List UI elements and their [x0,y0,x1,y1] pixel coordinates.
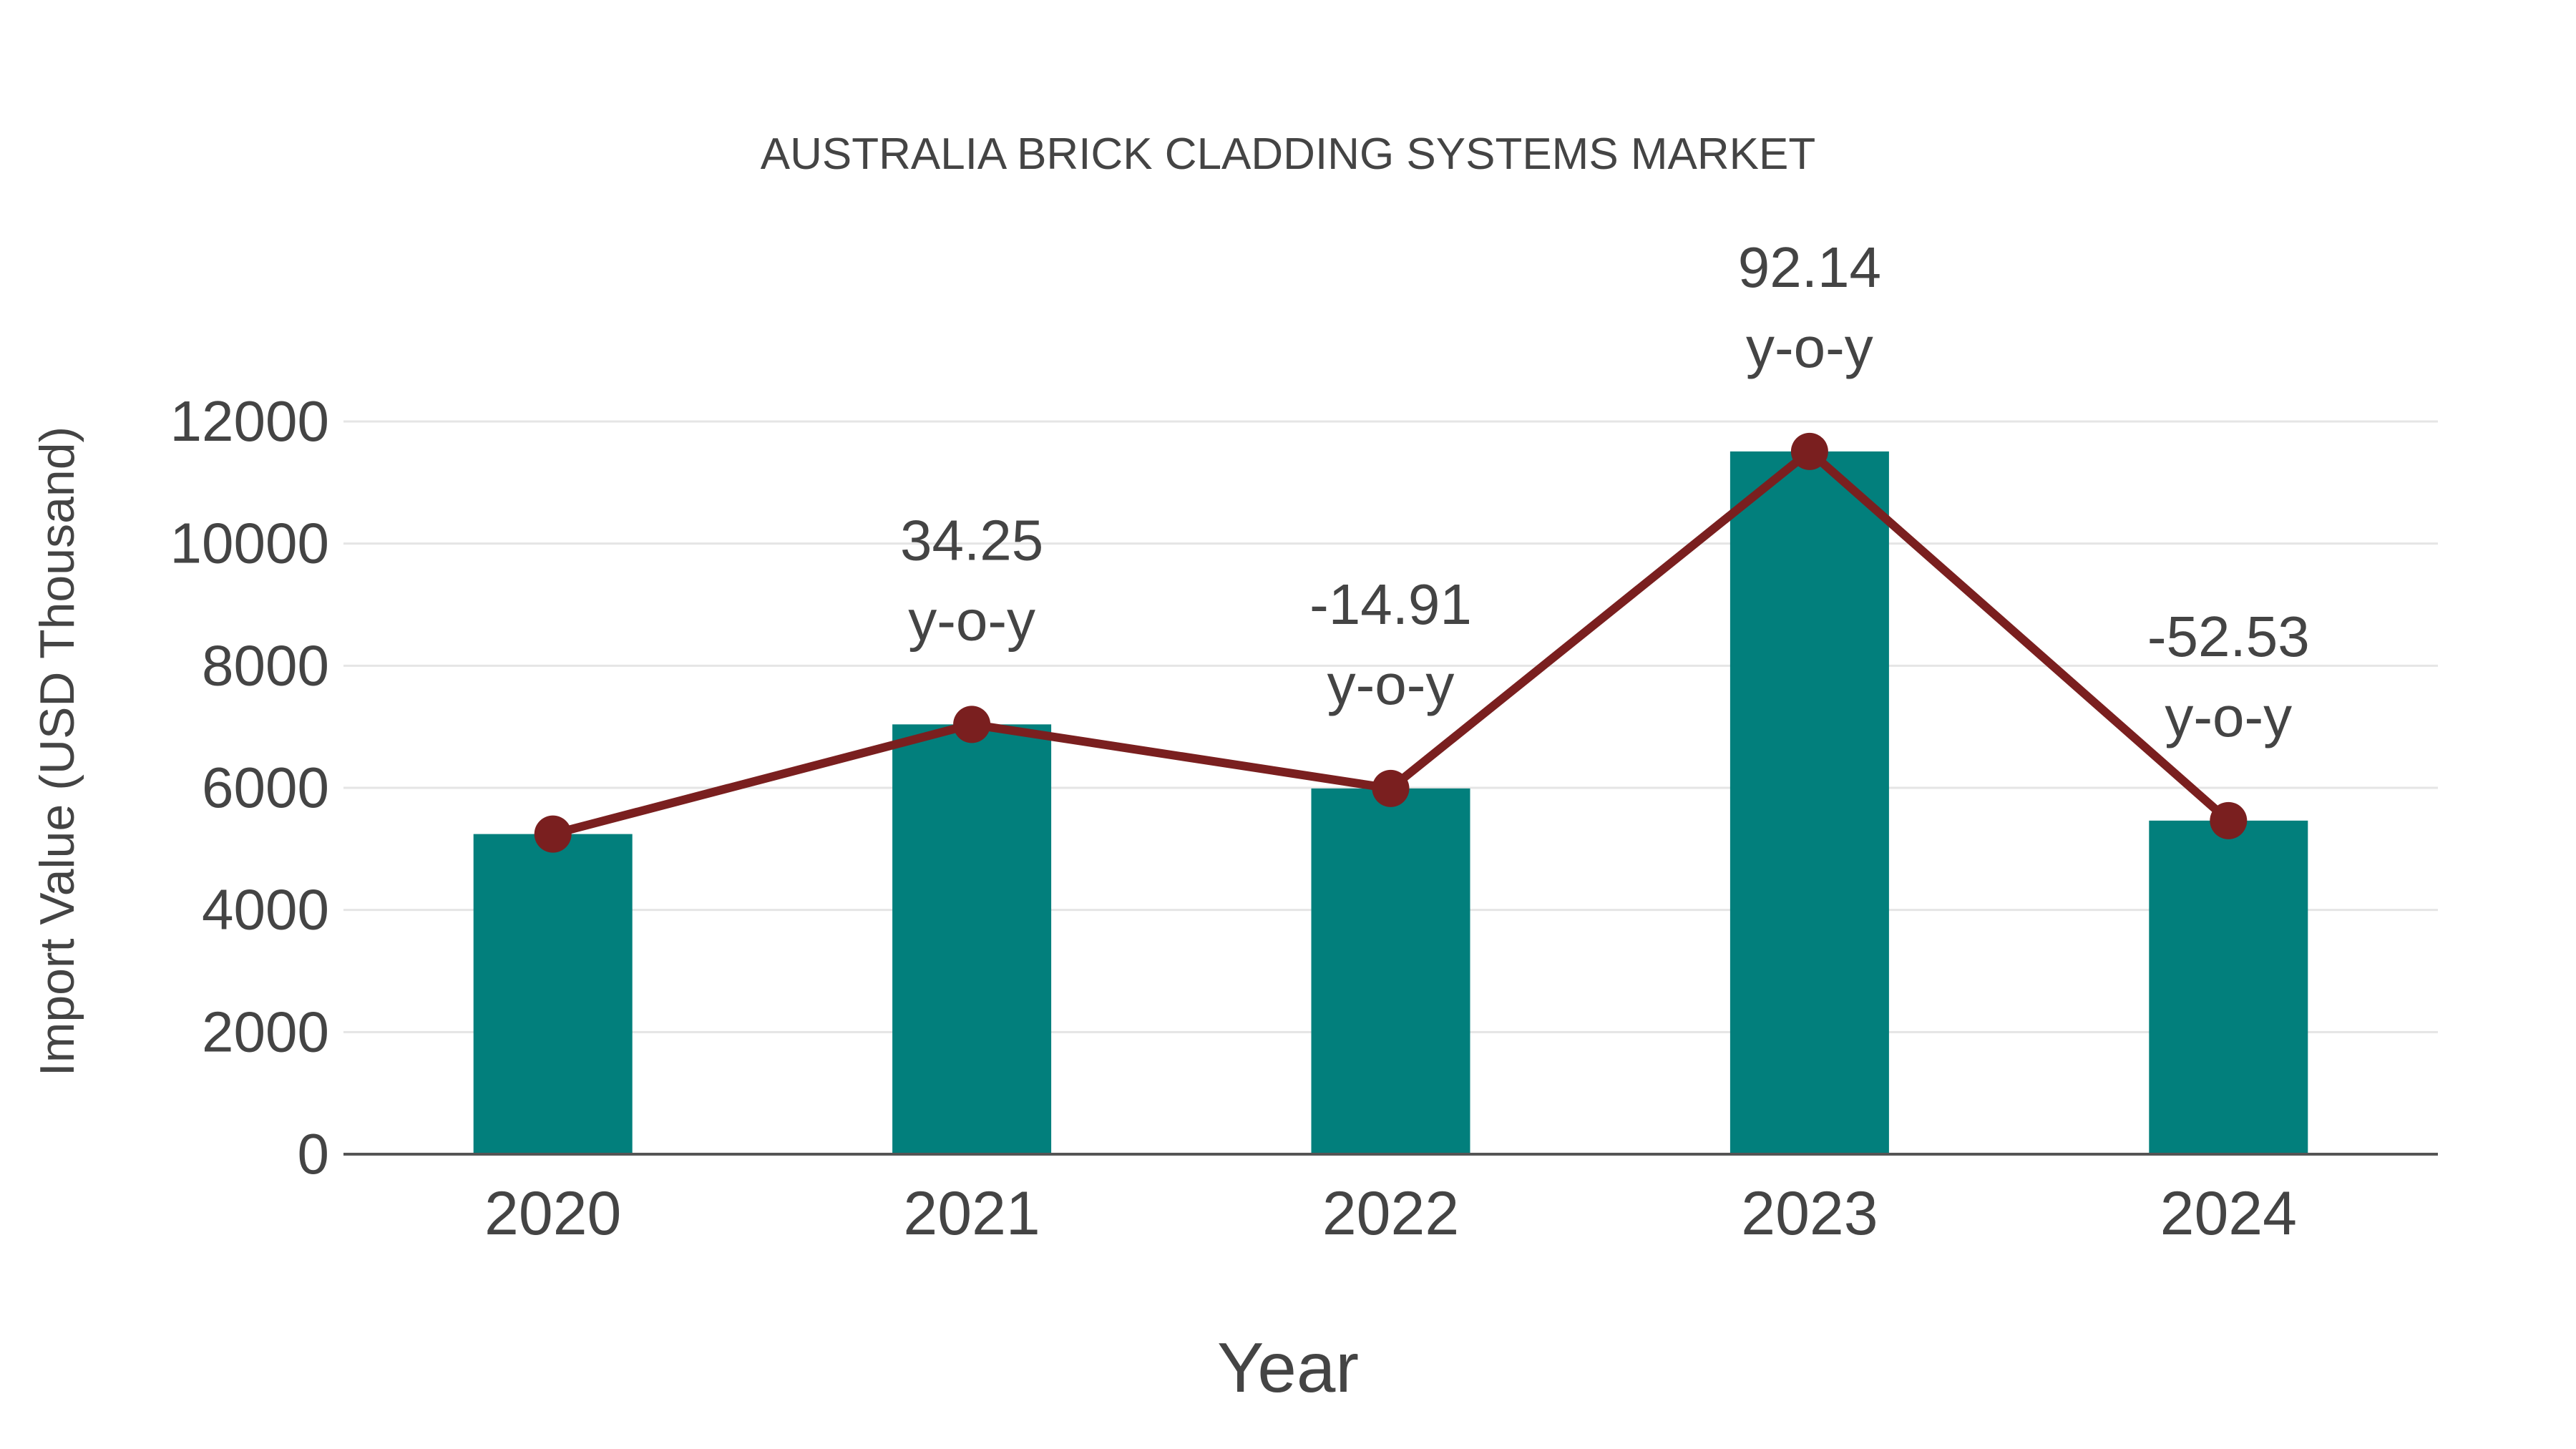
yoy-suffix: y-o-y [1327,653,1455,716]
chart-title: AUSTRALIA BRICK CLADDING SYSTEMS MARKET [760,130,1816,179]
y-tick-label: 6000 [202,756,329,819]
line-series [534,432,2248,853]
bar-2024 [2149,820,2308,1154]
yoy-annotation-2023: 92.14 y-o-y [1738,235,1881,379]
line-marker-2020 [534,815,572,853]
yoy-annotations: 34.25 y-o-y -14.91 y-o-y 92.14 y-o-y -52.53 y-o… [900,235,2310,748]
bar-2021 [892,724,1052,1154]
yoy-annotation-2024: -52.53 y-o-y [2147,605,2310,748]
bar-2022 [1311,788,1470,1154]
line-marker-2023 [1790,432,1828,470]
x-tick-label: 2022 [1322,1179,1459,1248]
x-tick-label: 2020 [484,1179,621,1248]
y-tick-label: 2000 [202,1000,329,1063]
yoy-value: 34.25 [900,508,1043,572]
yoy-suffix: y-o-y [2165,685,2292,748]
x-tick-label: 2024 [2160,1179,2297,1248]
y-tick-label: 10000 [170,512,329,575]
yoy-value: 92.14 [1738,235,1881,299]
y-tick-label: 12000 [170,389,329,453]
bar-2020 [473,834,633,1154]
bar-series [473,451,2308,1154]
y-axis-ticks: 0 2000 4000 6000 8000 10000 12000 [170,389,329,1186]
yoy-annotation-2021: 34.25 y-o-y [900,508,1043,652]
y-tick-label: 4000 [202,878,329,942]
yoy-suffix: y-o-y [908,588,1035,652]
x-axis-ticks: 2020 2021 2022 2023 2024 [484,1179,2297,1248]
bar-2023 [1729,451,1889,1154]
line-marker-2024 [2210,801,2248,839]
yoy-suffix: y-o-y [1746,316,1873,379]
y-tick-label: 0 [298,1122,330,1186]
x-axis-label: Year [1216,1328,1359,1407]
yoy-value: -14.91 [1309,572,1472,636]
x-tick-label: 2023 [1741,1179,1878,1248]
line-marker-2022 [1372,769,1410,807]
line-marker-2021 [953,706,991,743]
y-axis-label: Import Value (USD Thousand) [30,426,84,1077]
x-tick-label: 2021 [903,1179,1040,1248]
yoy-annotation-2022: -14.91 y-o-y [1309,572,1472,716]
yoy-value: -52.53 [2147,605,2310,668]
y-tick-label: 8000 [202,633,329,697]
